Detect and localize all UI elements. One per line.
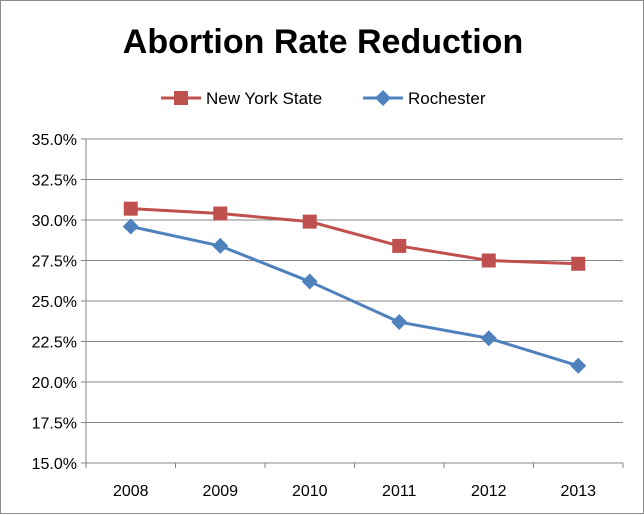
y-tick-label: 35.0%: [32, 132, 77, 149]
data-point-rochester: [212, 237, 229, 254]
data-point-new-york-state: [481, 253, 496, 268]
data-point-rochester: [391, 314, 408, 331]
y-tick-label: 25.0%: [32, 294, 77, 311]
y-tick-label: 32.5%: [32, 173, 77, 190]
y-tick-label: 30.0%: [32, 213, 77, 230]
x-tick-label: 2012: [471, 483, 507, 500]
x-tick-label: 2008: [113, 483, 149, 500]
x-tick-label: 2009: [202, 483, 238, 500]
data-point-rochester: [570, 357, 587, 374]
y-tick-label: 15.0%: [32, 456, 77, 473]
series-layer: [122, 201, 587, 374]
y-tick-labels: 15.0% 17.5% 20.0% 22.5% 25.0% 27.5% 30.0% 32.5%…: [32, 132, 77, 473]
series-line-new-york-state: [130, 207, 579, 266]
axes: [85, 139, 624, 468]
data-point-new-york-state: [123, 201, 138, 216]
y-tick-label: 27.5%: [32, 254, 77, 271]
chart-title: Abortion Rate Reduction: [123, 23, 523, 61]
x-tick-label: 2011: [382, 483, 417, 500]
data-point-rochester: [301, 273, 318, 290]
x-tick-labels: 2008 2009 2010 2011 2012 2013: [113, 483, 596, 500]
y-tick-label: 20.0%: [32, 375, 77, 392]
y-tick-label: 22.5%: [32, 335, 77, 352]
x-tick-label: 2010: [292, 483, 328, 500]
series-rochester: [122, 218, 587, 374]
x-tick-label: 2013: [560, 483, 596, 500]
legend-label-new-york-state: New York State: [206, 89, 322, 108]
data-point-rochester: [122, 218, 139, 235]
data-point-new-york-state: [571, 256, 586, 271]
legend-item-rochester: Rochester: [363, 89, 486, 108]
series-new-york-state: [123, 201, 586, 271]
legend: New York State Rochester: [161, 89, 486, 108]
legend-marker-rochester: [375, 90, 391, 106]
data-point-new-york-state: [302, 214, 317, 229]
legend-marker-new-york-state: [174, 91, 188, 105]
data-point-new-york-state: [213, 206, 228, 221]
data-point-rochester: [480, 330, 497, 347]
y-tick-label: 17.5%: [32, 416, 77, 433]
series-line-rochester: [130, 225, 579, 368]
legend-label-rochester: Rochester: [408, 89, 486, 108]
data-point-new-york-state: [392, 238, 407, 253]
legend-item-new-york-state: New York State: [161, 89, 322, 108]
